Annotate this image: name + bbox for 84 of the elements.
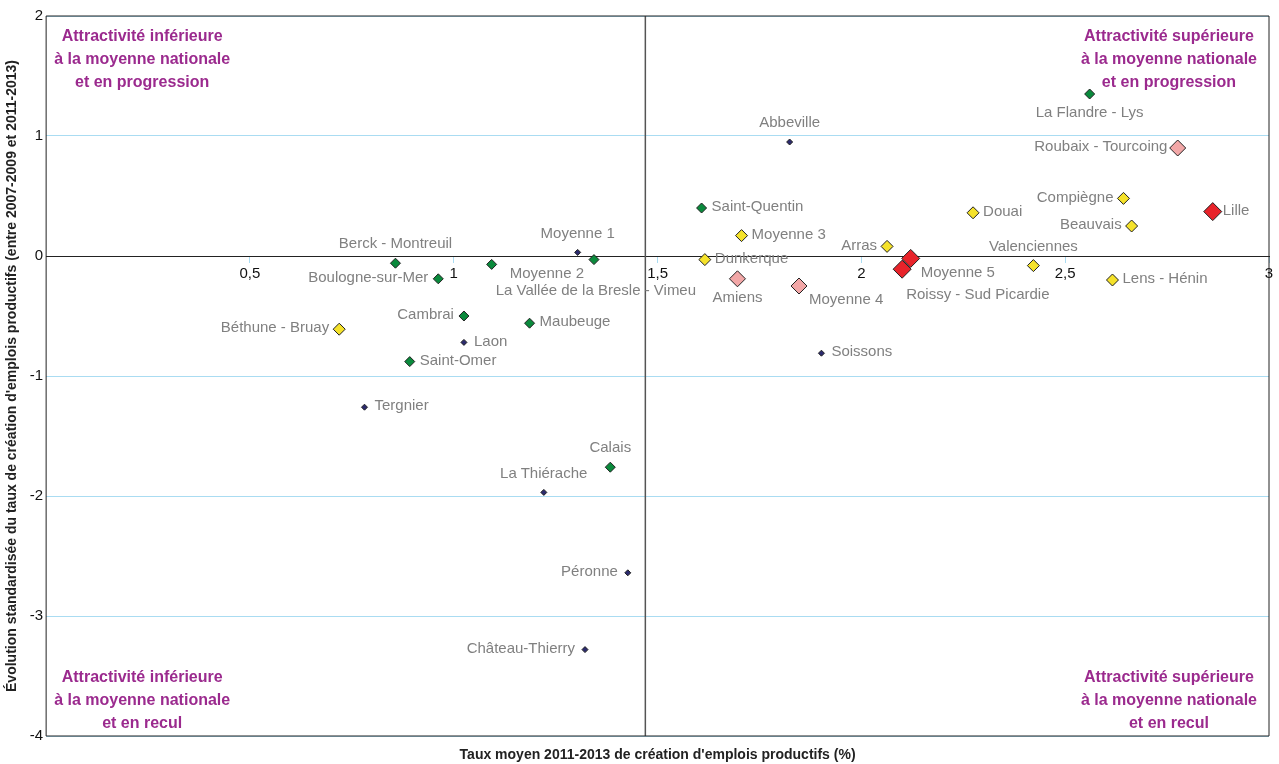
point [698,253,712,267]
x-tick-label: 0,5 [239,264,261,282]
annotation: Valenciennes [988,236,1078,254]
y-tick-label: 2 [34,6,44,24]
annotation: Calais [589,438,632,456]
annotation: Maubeuge [539,312,611,330]
annotation: Tergnier [374,396,429,414]
y-tick-label: 0 [34,246,44,264]
x-tick-label: 2 [857,264,866,282]
point [901,248,921,268]
point [790,277,808,295]
annotation: Moyenne 4 [809,290,884,308]
point [389,257,401,269]
point [460,338,468,346]
annotation: Lens - Hénin [1122,269,1208,287]
point [574,248,582,256]
point [604,461,616,473]
x-tick-label: 3 [1264,264,1274,282]
point [892,259,912,279]
point [524,317,536,329]
y-tick-label: -3 [29,606,44,624]
point [735,229,749,243]
point [1105,273,1119,287]
annotation: La Vallée de la Bresle - Vimeu [495,280,697,298]
point [786,138,794,146]
point [1203,202,1223,222]
y-tick-label: -2 [29,486,44,504]
point [432,273,444,285]
annotation: Attractivité inférieure à la moyenne nationale et en recul [54,667,231,733]
annotation: Amiens [712,287,763,305]
point [966,206,980,220]
point [486,258,498,270]
annotation: Moyenne 3 [751,224,826,242]
point [728,270,746,288]
point [458,310,470,322]
annotation: Soissons [831,342,893,360]
y-tick-label: -4 [29,726,44,744]
point [581,646,589,654]
y-axis-title: Évolution standardisée du taux de création d'emplois productifs (entre 2007-2009 et 2011-2013) [3,60,20,692]
annotation: Béthune - Bruay [220,318,330,336]
annotation: Attractivité supérieure à la moyenne nationale et en progression [1080,26,1257,92]
annotation: Attractivité inférieure à la moyenne nationale et en progression [54,26,231,92]
point [540,488,548,496]
y-tick-label: -1 [29,366,44,384]
y-tick-label: 1 [34,126,44,144]
annotation: Château-Thierry [466,638,576,656]
x-tick-label: 1 [449,264,458,282]
point [360,403,368,411]
annotation: Compiègne [1036,187,1114,205]
point [404,356,416,368]
annotation: Cambrai [397,305,454,323]
annotation: Moyenne 2 [509,263,584,281]
point [332,322,346,336]
annotation: Lille [1222,200,1250,218]
annotation: Laon [473,331,508,349]
annotation: Moyenne 1 [540,223,615,241]
point [1169,139,1187,157]
point [1116,191,1130,205]
annotation: Saint-Quentin [711,197,804,215]
x-tick-label: 2,5 [1054,264,1076,282]
annotation: Roissy - Sud Picardie [906,285,1050,303]
annotation: Abbeville [759,113,821,131]
annotation: La Flandre - Lys [1035,103,1144,121]
annotation: Attractivité supérieure à la moyenne nationale et en recul [1080,667,1257,733]
point [1026,259,1040,273]
annotation: Péronne [561,561,618,579]
point [624,569,632,577]
point [1125,219,1139,233]
point [817,349,825,357]
annotation: Douai [983,201,1023,219]
annotation: Boulogne-sur-Mer [308,267,429,285]
annotation: Arras [841,235,878,253]
annotation: Berck - Montreuil [338,234,453,252]
annotation: Saint-Omer [419,350,497,368]
x-tick-label: 1,5 [647,264,668,282]
annotation: Roubaix - Tourcoing [1034,137,1168,155]
point [696,202,708,214]
annotation: Beauvais [1059,215,1122,233]
x-axis-title: Taux moyen 2011-2013 de création d'emplois productifs (%) [459,745,856,762]
point [588,254,600,266]
annotation: La Thiérache [500,463,588,481]
point [1084,88,1096,100]
point [880,239,894,253]
annotation: Moyenne 5 [920,262,995,280]
